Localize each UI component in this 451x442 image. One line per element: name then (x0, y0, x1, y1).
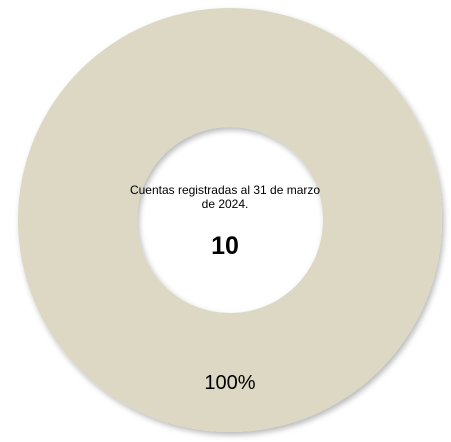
donut-slice-0 (18, 8, 442, 432)
slice-percent-label: 100% (204, 372, 256, 394)
center-value: 10 (211, 232, 239, 260)
center-caption: Cuentas registradas al 31 de marzo de 20… (129, 183, 321, 211)
